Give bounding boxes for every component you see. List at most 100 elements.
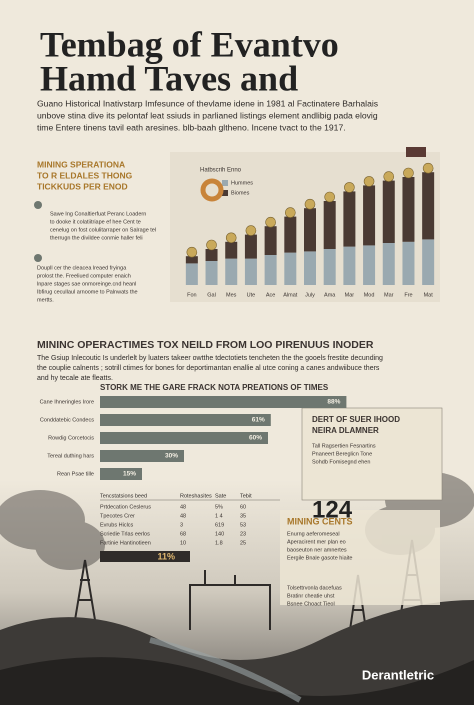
bar-segment: [225, 241, 238, 259]
legend-label: Biomes: [231, 190, 250, 196]
bar-segment: [382, 243, 395, 285]
x-tick-label: Ute: [247, 292, 256, 298]
x-tick-label: Ama: [324, 292, 336, 298]
table-cell: 1 4: [215, 513, 223, 519]
value-label: 61%: [252, 417, 265, 424]
mining-box: [280, 510, 440, 605]
mining-line: Eergile Bnale gasote hiaite: [287, 555, 352, 561]
x-tick-label: Mod: [364, 292, 375, 298]
bar-segment: [284, 252, 297, 285]
bar-segment: [185, 263, 198, 285]
bar-segment: [422, 172, 435, 240]
table-cell: 23: [240, 531, 246, 537]
bar-segment: [284, 216, 297, 253]
mining-heading: MINING CENTS: [287, 516, 353, 526]
title-line: Hamd Taves and: [40, 58, 298, 98]
table-cell: 3: [180, 522, 183, 528]
highlight: 11%: [157, 551, 175, 561]
category-label: Rean Psae tille: [57, 471, 94, 477]
bar-segment: [244, 234, 257, 259]
bar: [100, 414, 271, 426]
coin-icon: [186, 246, 198, 258]
table-cell: Tpecotes Crer: [100, 513, 135, 519]
table-header: Tebit: [240, 493, 252, 499]
big-number: 124: [312, 496, 353, 523]
bar-segment: [382, 180, 395, 243]
table-cell: Scriedie Trlas eerlos: [100, 531, 150, 537]
category-label: Conddatebic Condecs: [40, 417, 94, 423]
note-line: cenelug on fost colulitarraper on Salrag…: [50, 227, 156, 233]
note-line: mertts.: [37, 297, 54, 303]
river: [149, 637, 302, 703]
coin-icon: [245, 225, 257, 236]
bar-segment: [402, 177, 415, 242]
box-line: Pnaneert Bereglicn Tone: [312, 451, 372, 457]
bar-segment: [225, 258, 238, 285]
value-label: 30%: [165, 453, 178, 460]
bar-segment: [264, 255, 277, 285]
legend-swatch: [222, 190, 228, 196]
coin-icon: [422, 162, 434, 174]
section-heading: TICKKUDS PER ENOD: [37, 181, 128, 191]
bar-segment: [363, 185, 376, 246]
coin-icon: [324, 191, 335, 203]
body-line: the couplie calnents ; sotrill ctimes fo…: [37, 365, 380, 372]
legend-swatch: [222, 180, 228, 186]
coin-icon: [403, 167, 414, 179]
derricks: [74, 539, 425, 631]
note-line: Ibfirug cecullaul arnoome to Palnwats th…: [37, 289, 138, 295]
bar-segment: [323, 201, 336, 249]
foreground: [0, 657, 474, 705]
value-label: 60%: [249, 435, 262, 442]
bar-segment: [185, 256, 198, 264]
bullet-icon: [34, 254, 42, 262]
intro-line: Guano Historical Inativstarp Imfesunce o…: [37, 98, 378, 108]
body-line: The Gsiup Inlecoutic Is underlelt by lua…: [37, 355, 383, 362]
x-tick-label: July: [305, 292, 315, 298]
legend-title: Hatbscrih Enno: [200, 168, 242, 174]
table-header: Sate: [215, 493, 226, 499]
bar: [100, 432, 268, 444]
table-cell: 140: [215, 531, 224, 537]
coin-icon: [383, 171, 395, 182]
bar-segment: [205, 249, 218, 261]
table-cell: 5%: [215, 504, 223, 510]
table-cell: 48: [180, 513, 186, 519]
section-heading: MININC OPERACTIMES TOX NEILD FROM LOO PI…: [37, 339, 374, 351]
bar-segment: [343, 246, 356, 285]
x-tick-label: Fre: [404, 292, 412, 298]
side-box: [301, 407, 443, 501]
note-line: therrugn the divildee conmie haller feli: [50, 235, 143, 241]
bar: [100, 450, 184, 462]
brand: Derantletric: [362, 667, 434, 682]
box-line: Tall Ragsertien Fesnartins: [312, 443, 376, 449]
mining-line: Tolsettrvonla dacefuas: [287, 585, 342, 591]
table-cell: 53: [240, 522, 246, 528]
coin-icon: [344, 182, 355, 193]
category-label: Tereal duthing hars: [47, 453, 94, 459]
x-tick-label: Mes: [226, 292, 237, 298]
mining-line: Bratinr cheatie uhst: [287, 593, 335, 599]
table-header: Roteshasites: [180, 493, 212, 499]
table-cell: 35: [240, 513, 246, 519]
table-cell: Prtdecation Ceslerus: [100, 504, 151, 510]
box-heading: NEIRA DLAMNER: [312, 426, 379, 435]
bar-segment: [304, 208, 316, 252]
coin-icon: [265, 216, 276, 228]
table-cell: 1.8: [215, 540, 223, 546]
mining-line: baoseuton ner amnertes: [287, 547, 347, 553]
section-heading: TO R ELDALES THONG: [37, 170, 133, 180]
intro-line: time Entere tinens tavil eath aresines. …: [37, 122, 346, 132]
table-cell: 10: [180, 540, 186, 546]
bar-segment: [323, 249, 336, 285]
coin-icon: [363, 176, 375, 187]
bar-segment: [363, 245, 376, 285]
bar-segment: [422, 239, 435, 285]
box-heading: DERT OF SUER IHOOD: [312, 415, 400, 424]
coin-icon: [285, 207, 296, 218]
x-tick-label: Fon: [187, 292, 196, 298]
x-tick-label: Almat: [283, 292, 298, 298]
x-tick-label: Mar: [345, 292, 355, 298]
table-cell: 68: [180, 531, 186, 537]
